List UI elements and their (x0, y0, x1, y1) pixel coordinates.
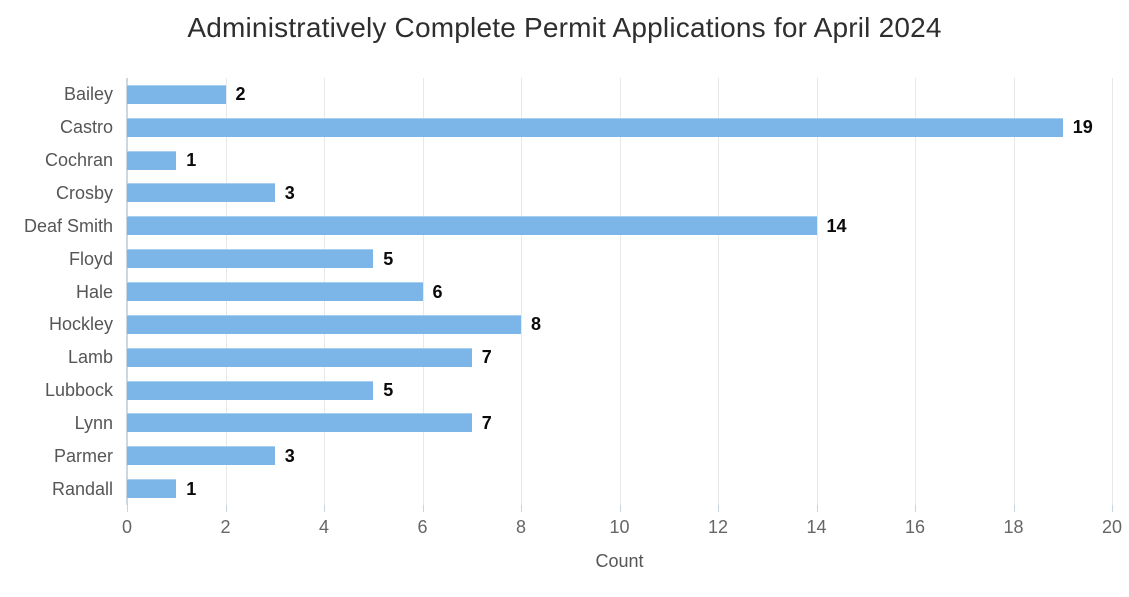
bar[interactable] (127, 479, 177, 499)
category-label: Lamb (67, 347, 113, 368)
x-axis-tick (422, 505, 424, 512)
value-label: 3 (284, 445, 295, 466)
value-label: 14 (826, 215, 847, 236)
x-tick-label: 6 (417, 517, 428, 537)
value-label: 2 (235, 84, 246, 105)
gridline (521, 78, 522, 505)
value-label: 8 (531, 314, 542, 335)
gridline (619, 78, 621, 505)
x-axis-tick (127, 505, 128, 512)
gridline (1013, 78, 1015, 505)
x-tick-label: 18 (1003, 517, 1024, 537)
x-tick-label: 14 (806, 517, 827, 537)
category-label: Randall (51, 478, 113, 499)
x-axis-tick (816, 505, 818, 512)
category-label: Crosby (55, 182, 113, 203)
value-label: 19 (1072, 117, 1093, 138)
value-label: 7 (481, 347, 492, 368)
category-label: Parmer (53, 445, 113, 466)
category-label: Hale (75, 281, 113, 302)
gridline (1112, 78, 1113, 505)
gridline (718, 78, 719, 505)
x-tick-label: 0 (121, 517, 132, 537)
x-tick-label: 8 (515, 517, 526, 537)
category-label: Lynn (74, 412, 113, 433)
bar[interactable] (127, 446, 275, 466)
category-label: Castro (59, 117, 113, 138)
bar[interactable] (127, 216, 817, 236)
bar[interactable] (127, 282, 423, 301)
x-axis-tick (1013, 505, 1015, 512)
chart-title: Administratively Complete Permit Applica… (187, 12, 942, 43)
value-label: 5 (383, 248, 394, 269)
x-tick-label: 4 (318, 517, 329, 537)
x-tick-label: 12 (707, 517, 729, 537)
x-axis-title: Count (595, 551, 644, 571)
x-axis-tick (619, 505, 621, 512)
bar[interactable] (127, 117, 1063, 137)
value-label: 1 (186, 150, 197, 171)
category-label: Cochran (44, 150, 113, 171)
x-tick-label: 16 (904, 517, 926, 537)
x-tick-label: 2 (220, 517, 231, 537)
bar[interactable] (127, 380, 374, 400)
category-label: Lubbock (44, 380, 113, 401)
bar[interactable] (127, 314, 521, 334)
category-label: Floyd (68, 248, 113, 269)
gridline (816, 78, 818, 505)
x-axis-tick (718, 505, 719, 512)
category-label: Bailey (63, 84, 113, 105)
bar[interactable] (127, 84, 226, 104)
gridline (915, 78, 916, 505)
value-label: 1 (186, 478, 197, 499)
x-tick-label: 20 (1101, 517, 1123, 537)
x-tick-label: 10 (609, 517, 630, 537)
x-axis-tick (324, 505, 325, 512)
value-label: 7 (481, 412, 492, 433)
x-axis-tick (225, 505, 227, 512)
bar[interactable] (127, 413, 472, 433)
x-axis-tick (521, 505, 522, 512)
value-label: 3 (284, 182, 295, 203)
bar[interactable] (127, 347, 472, 367)
category-label: Deaf Smith (23, 215, 113, 236)
x-axis-tick (1112, 505, 1113, 512)
x-axis-tick (915, 505, 916, 512)
bar[interactable] (127, 150, 177, 170)
gridline (422, 78, 424, 505)
bar[interactable] (127, 249, 374, 269)
category-label: Hockley (48, 314, 113, 335)
value-label: 6 (432, 281, 443, 302)
bar[interactable] (127, 183, 275, 203)
value-label: 5 (383, 380, 394, 401)
